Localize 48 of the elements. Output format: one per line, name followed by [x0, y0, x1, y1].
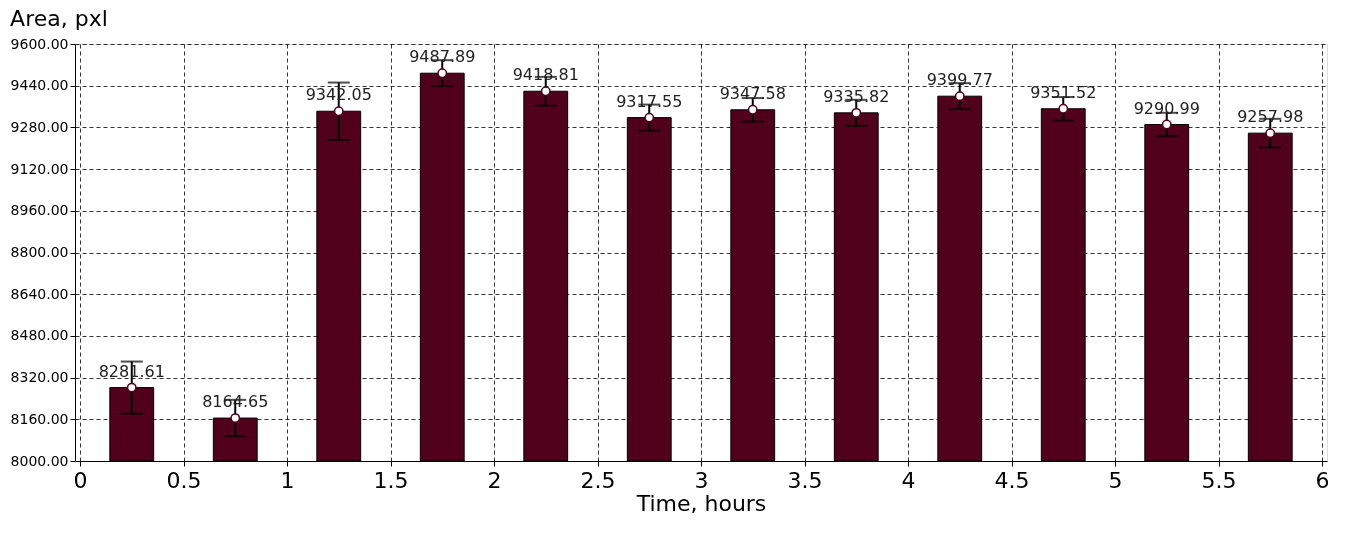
y-tick-label: 8160.00	[10, 410, 69, 427]
x-tick-label: 2	[487, 467, 502, 493]
point	[333, 106, 344, 117]
y-tick-label: 8000.00	[10, 452, 69, 469]
x-tick-label: 6	[1315, 467, 1330, 493]
point	[851, 107, 862, 118]
y-tick-label: 8640.00	[10, 285, 69, 302]
y-tick-label: 9440.00	[10, 77, 69, 94]
point	[1161, 119, 1172, 130]
point	[644, 112, 655, 123]
data-label: 9335.82	[823, 86, 890, 106]
x-tick-label: 1.5	[373, 467, 409, 493]
point	[1265, 128, 1276, 139]
x-tick-label: 5.5	[1201, 467, 1237, 493]
y-tick-label: 8960.00	[10, 202, 69, 219]
x-tick-label: 1	[280, 467, 295, 493]
data-label: 9317.55	[616, 91, 683, 111]
x-tick-label: 2.5	[580, 467, 616, 493]
data-label: 9347.58	[719, 83, 786, 103]
x-tick-label: 0	[73, 467, 88, 493]
x-tick-label: 4	[901, 467, 916, 493]
point	[437, 68, 448, 79]
point	[126, 382, 137, 393]
data-label: 9290.99	[1133, 98, 1200, 118]
data-label: 8164.65	[202, 392, 269, 412]
y-tick-label: 9120.00	[10, 160, 69, 177]
x-tick-label: 3	[694, 467, 709, 493]
x-tick-label: 4.5	[994, 467, 1030, 493]
y-axis-title: Area, pxl	[10, 6, 108, 31]
point	[954, 91, 965, 102]
y-tick-label: 9600.00	[10, 35, 69, 52]
y-tick-label: 8480.00	[10, 327, 69, 344]
data-label: 9418.81	[512, 65, 579, 85]
data-label: 9351.52	[1030, 82, 1097, 102]
y-tick-label: 8320.00	[10, 369, 69, 386]
y-tick-label: 9280.00	[10, 118, 69, 135]
data-label: 9487.89	[409, 47, 476, 67]
data-label: 9257.98	[1237, 107, 1304, 127]
point	[230, 413, 241, 424]
point	[1058, 103, 1069, 114]
x-tick-label: 0.5	[166, 467, 202, 493]
point	[540, 86, 551, 97]
y-tick-label: 8800.00	[10, 244, 69, 260]
point	[747, 104, 758, 115]
data-label: 9399.77	[926, 70, 993, 90]
x-tick-label: 5	[1108, 467, 1123, 493]
x-tick-label: 3.5	[787, 467, 823, 493]
x-axis-title: Time, hours	[635, 490, 767, 516]
